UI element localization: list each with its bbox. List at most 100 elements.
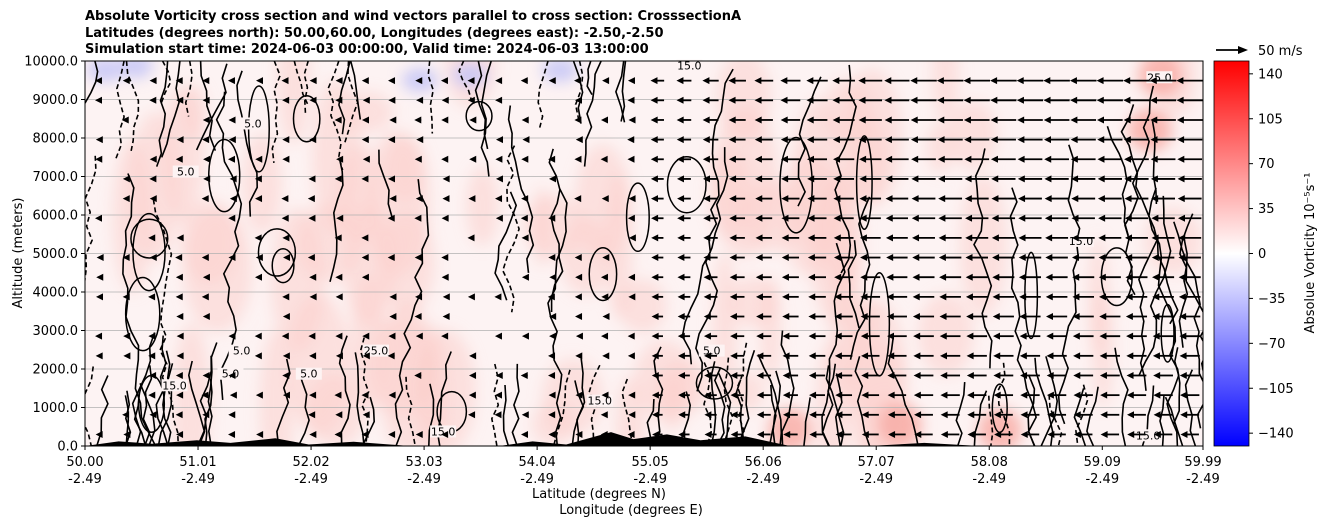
wind-vector (1045, 234, 1069, 242)
wind-vector-head (95, 136, 103, 144)
wind-vector-head (255, 391, 263, 399)
wind-vector-head (755, 234, 763, 242)
wind-vector-head (834, 352, 842, 360)
colorbar-tick-label: −35 (1258, 292, 1285, 307)
wind-vector-head (704, 391, 712, 399)
wind-vector-head (441, 155, 449, 163)
wind-vector-head (601, 293, 609, 301)
wind-vector (940, 411, 960, 419)
wind-vector (650, 116, 664, 124)
wind-vector (1047, 430, 1066, 438)
shading-positive-patch (180, 83, 207, 139)
wind-vector-head (1070, 155, 1078, 163)
x-tick-label-latitude: 58.08 (971, 455, 1008, 470)
wind-vector-head (469, 371, 477, 379)
wind-vector-head (703, 254, 711, 262)
wind-vector-head (521, 411, 529, 419)
wind-vector-head (388, 391, 396, 399)
wind-vector-head (703, 273, 711, 281)
wind-vector (650, 77, 665, 85)
wind-vector-head (548, 214, 556, 222)
wind-vector-head (1177, 214, 1185, 222)
wind-vector-head (834, 313, 842, 321)
wind-vector-head (887, 332, 895, 340)
wind-vector (336, 214, 344, 222)
wind-vector (1152, 352, 1174, 360)
wind-vector (521, 195, 529, 203)
shading-negative-patch (542, 61, 578, 82)
wind-vector (282, 155, 290, 163)
wind-vector (781, 214, 800, 222)
wind-vector (467, 77, 475, 85)
wind-vector-head (756, 371, 764, 379)
wind-vector-head (574, 155, 582, 163)
wind-vector (388, 175, 396, 183)
wind-vector-head (228, 430, 236, 438)
wind-vector-head (887, 371, 895, 379)
wind-vector-head (677, 254, 685, 262)
wind-vector-head (702, 77, 710, 85)
wind-vector-head (414, 155, 422, 163)
shading-negative-patch (87, 61, 123, 82)
wind-vector-head (651, 293, 659, 301)
wind-vector-head (628, 195, 636, 203)
wind-vector-head (859, 195, 867, 203)
wind-vector (441, 116, 449, 124)
wind-vector-head (835, 411, 843, 419)
x-tick-label-longitude: -2.49 (746, 472, 780, 487)
wind-vector (859, 214, 881, 222)
wind-vector-head (521, 234, 529, 242)
wind-vector-head (96, 293, 104, 301)
wind-vector (728, 155, 746, 163)
contour-line (547, 188, 568, 446)
wind-vector (651, 254, 664, 262)
wind-vector-head (361, 234, 369, 242)
wind-vector (809, 391, 825, 399)
wind-vector-head (467, 234, 475, 242)
wind-vector (334, 116, 342, 124)
title-line-3: Simulation start time: 2024-06-03 00:00:… (85, 42, 649, 57)
wind-vector-head (860, 332, 868, 340)
wind-vector (256, 430, 264, 438)
contour-label-background (1135, 429, 1162, 442)
wind-vector-head (1126, 371, 1134, 379)
wind-vector-head (1096, 77, 1104, 85)
wind-vector (937, 116, 963, 124)
wind-vector (148, 332, 156, 340)
wind-vector-head (936, 77, 944, 85)
wind-vector (703, 273, 718, 281)
wind-vector-head (467, 96, 475, 104)
wind-vector (201, 391, 209, 399)
shading-strong-positive-patch (768, 408, 812, 446)
wind-vector-head (254, 175, 262, 183)
wind-vector-head (441, 430, 449, 438)
wind-vector (227, 155, 235, 163)
shading-positive-patch (384, 135, 426, 203)
wind-vector-head (494, 332, 502, 340)
shading-strong-positive-patch (1128, 108, 1172, 152)
wind-vector (884, 136, 909, 144)
contour-label: 5.0 (177, 166, 195, 179)
wind-vector-head (442, 293, 450, 301)
wind-vector (780, 116, 801, 124)
wind-vector-head (1018, 234, 1026, 242)
wind-vector (990, 116, 1017, 124)
wind-vector (1099, 371, 1120, 379)
wind-vector-head (176, 96, 184, 104)
wind-vector-head (575, 273, 583, 281)
wind-vector (964, 195, 989, 203)
wind-vector-head (149, 155, 157, 163)
wind-vector (887, 332, 907, 340)
wind-vector (362, 332, 370, 340)
wind-vector-head (885, 214, 893, 222)
wind-vector (861, 371, 880, 379)
wind-vector-head (1178, 293, 1186, 301)
wind-vector (728, 116, 746, 124)
wind-vector (149, 195, 157, 203)
contour-label-background (698, 344, 725, 357)
wind-vector-head (1179, 371, 1187, 379)
wind-vector-head (600, 116, 608, 124)
wind-vector (602, 313, 610, 321)
wind-vector-head (309, 273, 317, 281)
wind-vector-head (175, 411, 183, 419)
